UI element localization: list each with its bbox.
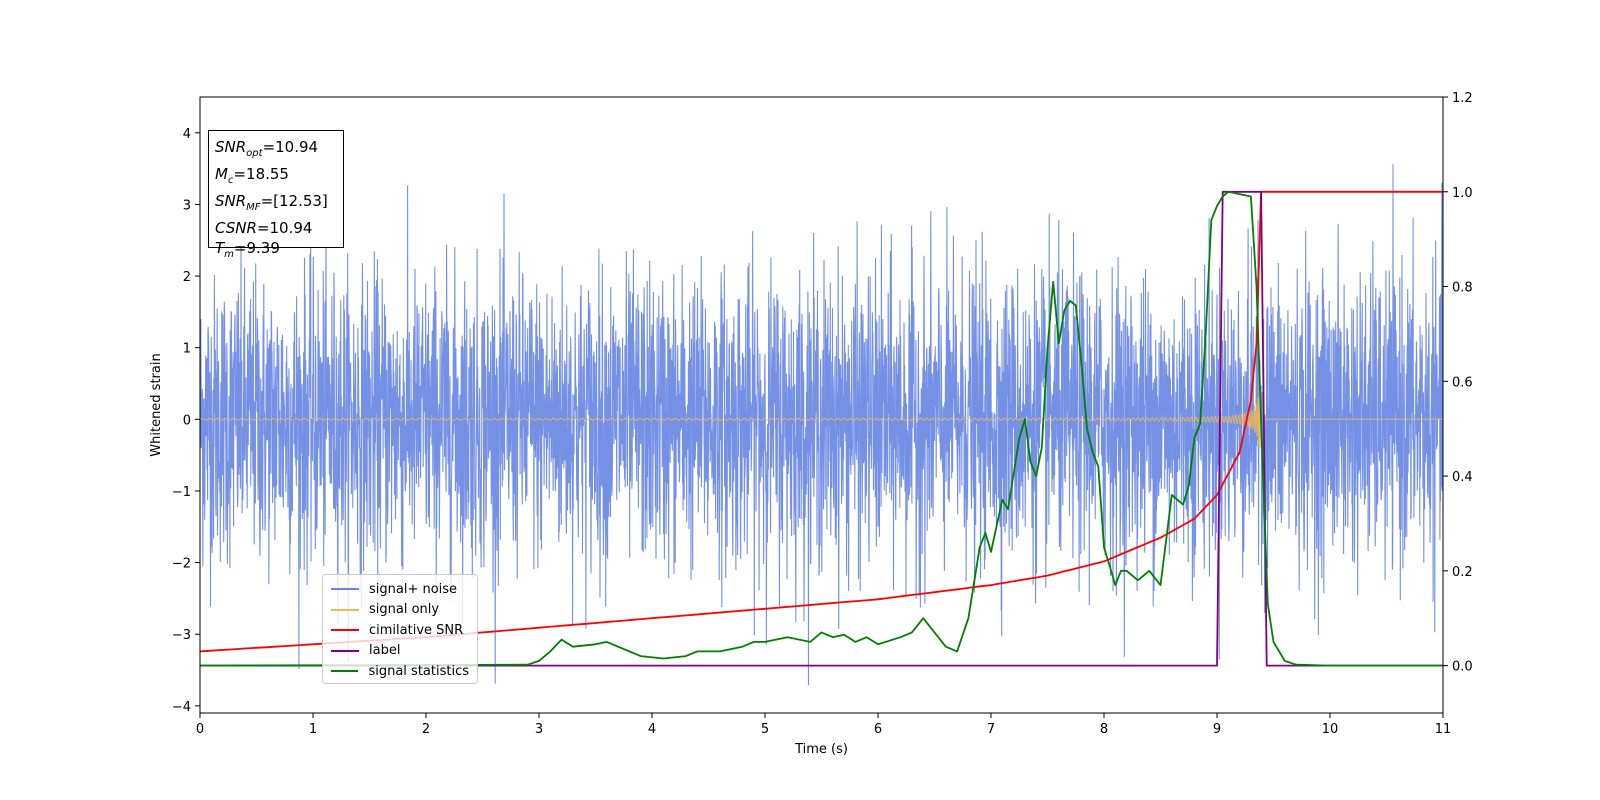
plot-frame xyxy=(199,96,1444,714)
right-axis-series-layer xyxy=(199,190,1443,667)
legend-swatch xyxy=(331,629,359,632)
x-tick-label: 1 xyxy=(309,722,317,737)
y-right-tick-label: 0.8 xyxy=(1452,281,1473,296)
x-tick-label: 9 xyxy=(1213,722,1221,737)
y-left-tick-label: 2 xyxy=(183,270,191,285)
y-right-tick-label: 1.2 xyxy=(1452,91,1473,106)
legend-item: cimilative SNR xyxy=(331,620,469,641)
y-axis-title: Whitened strain xyxy=(149,353,164,456)
x-tick-label: 4 xyxy=(648,722,656,737)
x-tick-label: 2 xyxy=(422,722,430,737)
tm-value: 9.39 xyxy=(246,239,280,257)
series-cumulative-snr xyxy=(199,190,1443,653)
annotation-box: SNRopt=10.94 Mc=18.55 SNRMF=[12.53] CSNR… xyxy=(208,130,344,260)
annotation-csnr: CSNR=10.94 xyxy=(215,219,313,237)
legend: signal+ noise signal only cimilative SNR… xyxy=(322,574,478,684)
snr-mf-value: [12.53] xyxy=(273,192,328,210)
legend-label: label xyxy=(369,643,401,659)
legend-label: cimilative SNR xyxy=(369,622,464,638)
y-left-tick-label: −3 xyxy=(172,628,191,643)
csnr-value: 10.94 xyxy=(269,219,313,237)
legend-item: signal statistics xyxy=(331,661,469,682)
left-y-axis-ticks: 4 3 2 1 0 −1 −2 −3 −4 xyxy=(172,127,200,715)
legend-label: signal+ noise xyxy=(369,581,458,597)
series-signal-statistics xyxy=(199,190,1443,667)
annotation-tm: Tm=9.39 xyxy=(215,239,280,260)
legend-item: label xyxy=(331,641,469,662)
mc-value: 18.55 xyxy=(246,165,289,183)
x-tick-label: 3 xyxy=(535,722,543,737)
y-left-tick-label: 3 xyxy=(183,198,191,213)
annotation-snr-opt: SNRopt=10.94 xyxy=(215,138,319,159)
x-tick-label: 5 xyxy=(761,722,769,737)
y-right-tick-label: 0.2 xyxy=(1452,565,1473,580)
series-label xyxy=(200,190,1443,667)
y-right-tick-label: 1.0 xyxy=(1452,186,1473,201)
y-right-tick-label: 0.0 xyxy=(1452,660,1473,675)
y-left-tick-label: −2 xyxy=(172,557,191,572)
legend-label: signal only xyxy=(369,602,440,618)
annotation-snr-mf: SNRMF=[12.53] xyxy=(215,192,328,213)
series-signal-only xyxy=(199,389,1443,448)
signal-only-series-layer xyxy=(199,389,1443,448)
x-tick-label: 11 xyxy=(1435,722,1452,737)
y-left-tick-label: −1 xyxy=(172,485,191,500)
legend-swatch xyxy=(331,670,359,673)
y-left-tick-label: −4 xyxy=(172,700,191,715)
legend-swatch xyxy=(331,649,359,652)
y-left-tick-label: 1 xyxy=(183,342,191,357)
y-right-tick-label: 0.4 xyxy=(1452,470,1473,485)
x-tick-label: 10 xyxy=(1322,722,1339,737)
x-tick-label: 6 xyxy=(874,722,882,737)
legend-swatch xyxy=(331,608,359,611)
y-left-tick-label: 4 xyxy=(183,127,191,142)
x-axis-title: Time (s) xyxy=(794,742,848,757)
y-left-tick-label: 0 xyxy=(183,413,191,428)
x-tick-label: 0 xyxy=(196,722,204,737)
snr-opt-value: 10.94 xyxy=(275,138,319,156)
right-y-axis-ticks: 1.2 1.0 0.8 0.6 0.4 0.2 0.0 xyxy=(1443,91,1473,675)
annotation-mc: Mc=18.55 xyxy=(215,165,289,186)
legend-item: signal+ noise xyxy=(331,579,469,600)
y-right-tick-label: 0.6 xyxy=(1452,375,1473,390)
legend-item: signal only xyxy=(331,600,469,621)
legend-swatch xyxy=(331,588,359,591)
legend-label: signal statistics xyxy=(368,663,469,679)
x-tick-label: 7 xyxy=(987,722,995,737)
x-axis-ticks: 0 1 2 3 4 5 6 7 8 9 10 11 xyxy=(196,713,1451,737)
noise-series-layer xyxy=(199,164,1444,686)
x-tick-label: 8 xyxy=(1100,722,1108,737)
series-signal-noise xyxy=(199,164,1444,686)
